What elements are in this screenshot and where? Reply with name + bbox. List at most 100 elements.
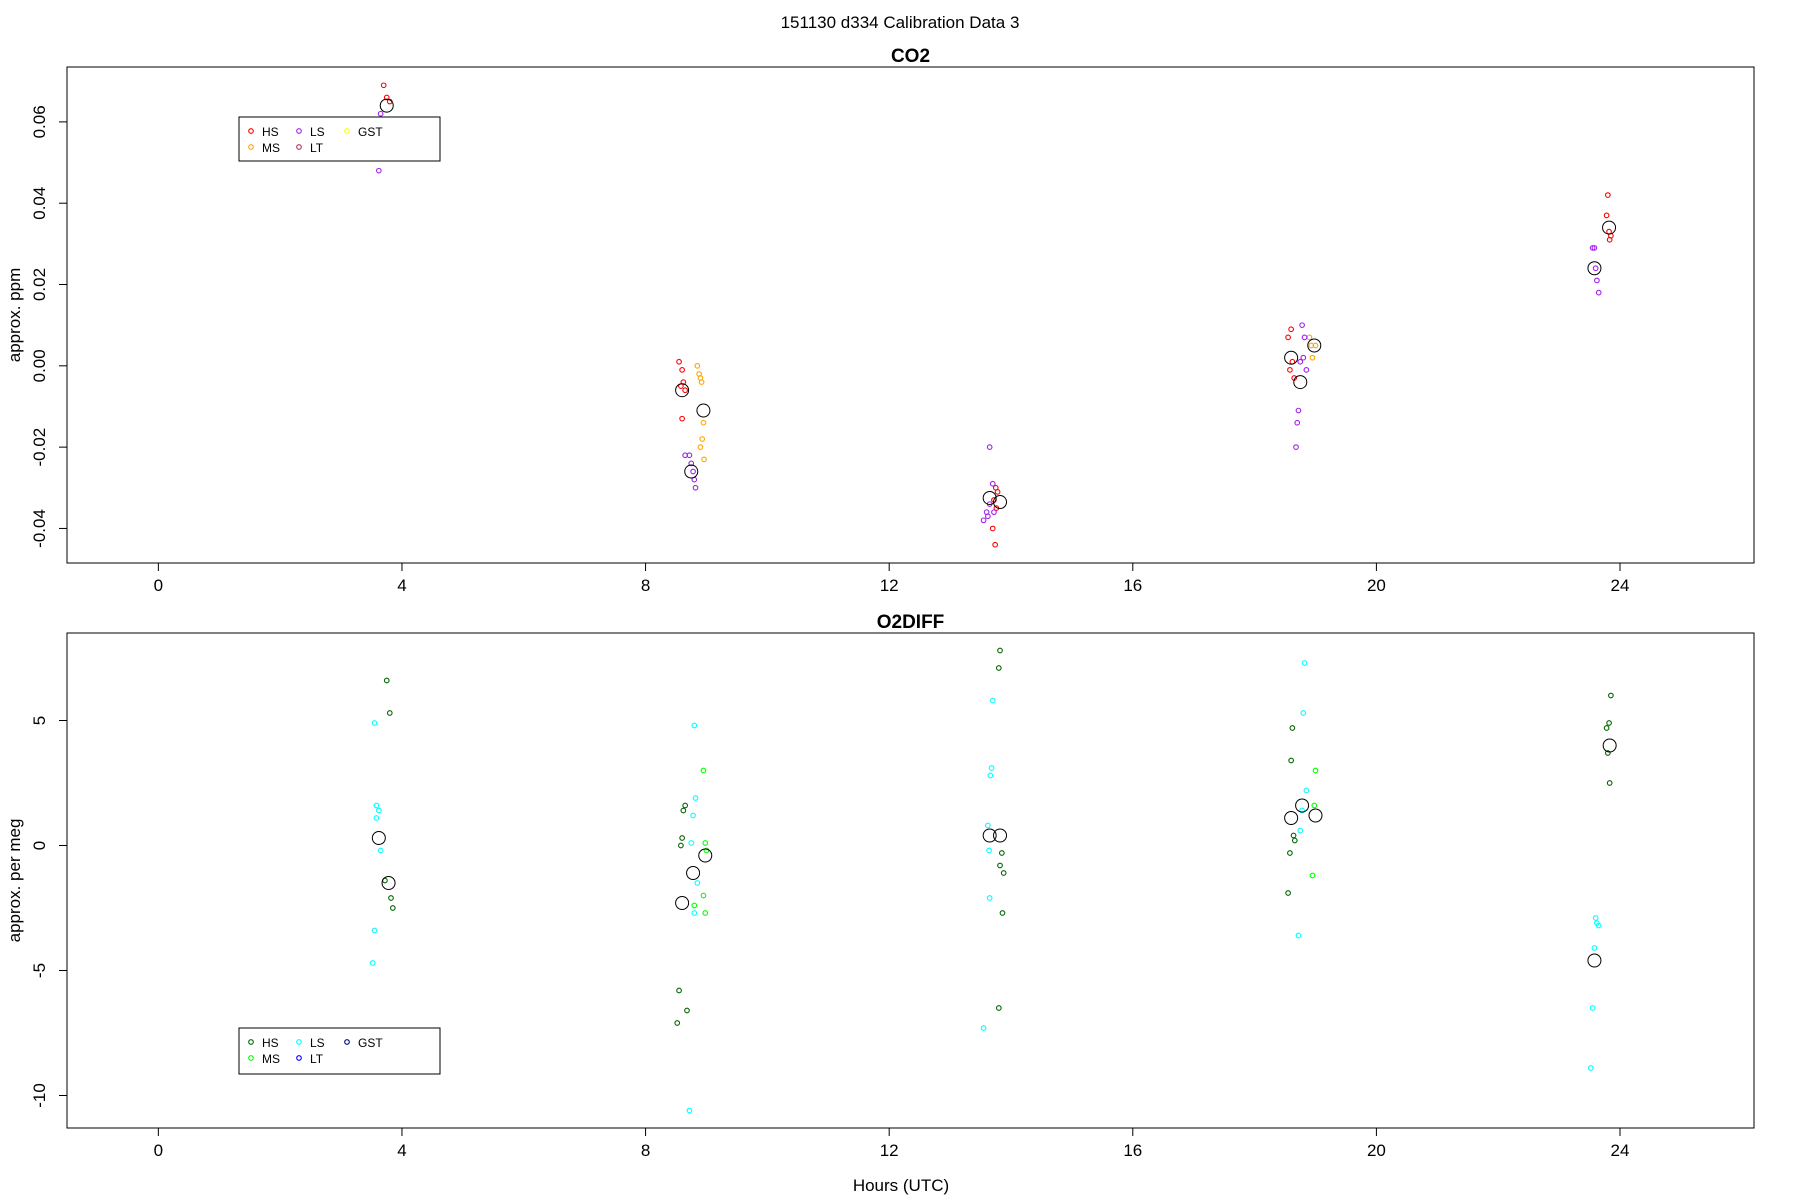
data-point [997, 862, 1003, 869]
mean-point [1602, 220, 1617, 235]
data-point [988, 765, 995, 771]
mean-point [1307, 338, 1322, 353]
data-point [991, 509, 997, 516]
data-point [999, 910, 1006, 916]
data-point [1595, 289, 1602, 296]
data-point [684, 1007, 690, 1014]
data-point [1288, 757, 1294, 764]
data-point [1285, 334, 1291, 341]
data-point [389, 905, 396, 911]
y-axis-label: approx. ppm [5, 268, 24, 363]
legend-marker [248, 144, 254, 150]
legend-label-gst: GST [358, 125, 383, 139]
data-point [1287, 850, 1293, 856]
legend-box [238, 1027, 441, 1075]
data-point [682, 802, 689, 809]
co2-panel: CO2 approx. ppm 0 4 8 12 16 20 24 -0.04 -0.02 0.00 0… [5, 46, 1755, 595]
x-tick-label: 8 [641, 1141, 650, 1160]
data-point [1301, 334, 1308, 341]
legend-marker [344, 1039, 350, 1045]
mean-point [698, 848, 713, 863]
legend: HS MS LS LT GST [238, 116, 441, 162]
data-point [692, 484, 699, 491]
y-tick-label: -5 [30, 963, 49, 978]
data-point [1309, 354, 1316, 361]
legend-marker [296, 1039, 302, 1045]
mean-point [1602, 738, 1617, 753]
data-point [1295, 407, 1302, 414]
y-tick-label: 0.04 [30, 187, 49, 220]
data-point [1608, 692, 1614, 699]
legend: HS MS LS LT GST [238, 1027, 441, 1075]
mean-point [675, 383, 690, 398]
y-tick-label: 0.06 [30, 105, 49, 138]
data-point [386, 710, 393, 716]
data-point [679, 415, 685, 422]
data-point [700, 767, 707, 774]
x-tick-label: 4 [397, 576, 406, 595]
series-ms [694, 334, 1319, 463]
series-hs [380, 82, 1614, 548]
data-point [999, 850, 1005, 856]
data-point [994, 489, 1001, 495]
legend-label-ls: LS [310, 1036, 325, 1050]
legend-label-hs: HS [262, 1036, 279, 1050]
data-point [377, 110, 384, 117]
data-point [1595, 922, 1602, 929]
data-point [986, 444, 993, 450]
data-point [371, 720, 378, 726]
x-axis: 0 4 8 12 16 20 24 [154, 1127, 1630, 1160]
y-tick-label: -10 [30, 1083, 49, 1108]
data-point [1606, 236, 1613, 243]
data-point [1306, 334, 1313, 341]
x-tick-label: 12 [880, 1141, 899, 1160]
x-tick-label: 0 [154, 1141, 163, 1160]
data-point [1589, 1005, 1596, 1011]
data-point [702, 910, 709, 916]
data-point [691, 722, 698, 729]
data-point [691, 902, 698, 909]
data-point [678, 842, 684, 849]
data-point [980, 1025, 987, 1031]
legend-label-lt: LT [310, 141, 324, 155]
y-axis-label: approx. per meg [5, 819, 24, 943]
data-point [1294, 419, 1301, 426]
x-tick-label: 24 [1611, 1141, 1630, 1160]
x-tick-label: 8 [641, 576, 650, 595]
panel-title: CO2 [891, 46, 930, 67]
data-point [995, 1005, 1002, 1011]
y-axis: -0.04 -0.02 0.00 0.02 0.04 0.06 [30, 105, 68, 548]
y-tick-label: 0.00 [30, 349, 49, 382]
mean-point [1293, 375, 1308, 390]
data-point [986, 847, 992, 854]
legend-marker [248, 1039, 254, 1045]
data-point [702, 840, 709, 846]
legend-marker [344, 128, 350, 134]
data-point [980, 517, 987, 524]
x-tick-label: 20 [1367, 576, 1386, 595]
data-point [1289, 725, 1296, 731]
data-point [375, 167, 382, 174]
legend-marker [248, 1055, 254, 1061]
data-point [688, 840, 695, 846]
data-point [679, 835, 685, 841]
data-point [1287, 367, 1293, 373]
data-point [383, 94, 390, 101]
series-hs [382, 647, 1614, 1026]
data-point [686, 1107, 693, 1114]
data-point [680, 807, 687, 814]
x-tick-label: 16 [1123, 576, 1142, 595]
data-point [676, 987, 682, 994]
data-point [992, 541, 999, 548]
data-point [1603, 212, 1610, 219]
data-point [1312, 342, 1319, 349]
data-point [375, 807, 382, 814]
figure-title: 151130 d334 Calibration Data 3 [781, 13, 1020, 32]
panel-title: O2DIFF [877, 612, 945, 633]
data-point [377, 847, 384, 854]
data-point [698, 379, 705, 385]
mean-markers [379, 98, 1617, 510]
data-point [700, 892, 707, 899]
legend-label-hs: HS [262, 125, 279, 139]
